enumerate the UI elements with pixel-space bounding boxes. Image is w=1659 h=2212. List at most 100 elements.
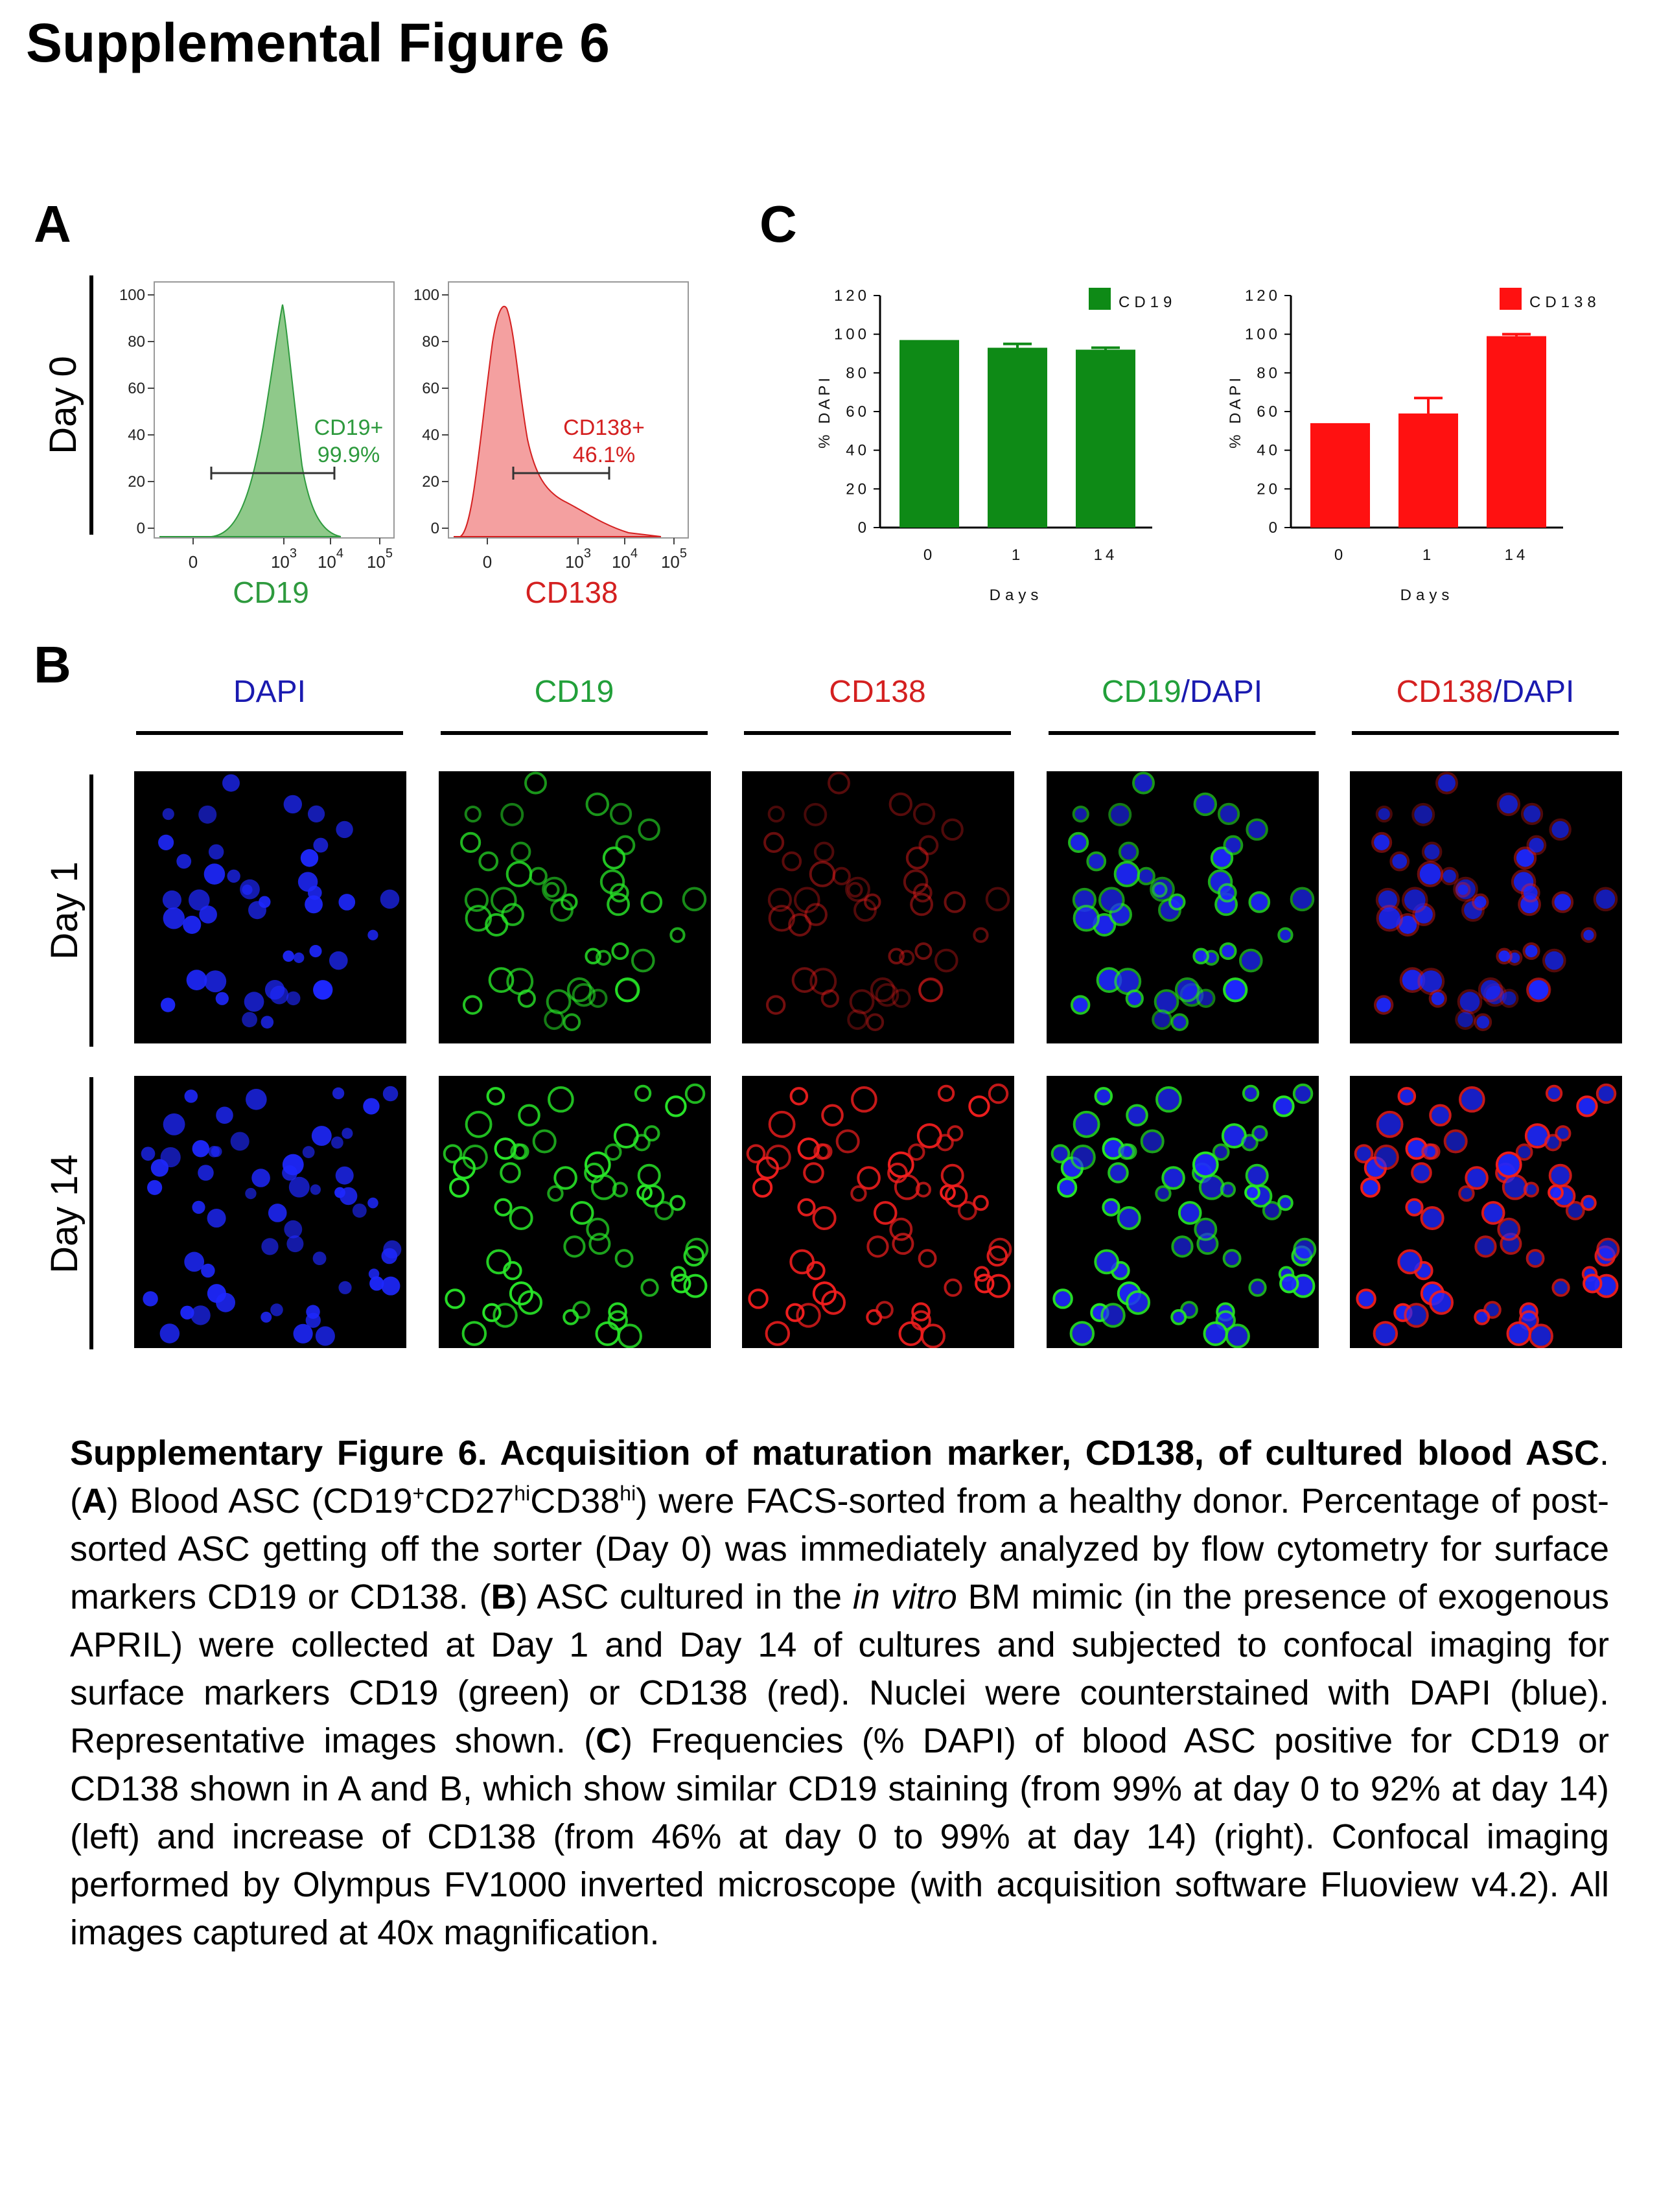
- cell-membrane-cd138: [1375, 805, 1393, 823]
- cell-nucleus: [1461, 1088, 1483, 1110]
- cell-membrane-cd138: [845, 876, 870, 902]
- cell-membrane-cd138: [903, 869, 929, 894]
- cell-nucleus: [207, 1208, 226, 1228]
- cell-membrane-cd19: [462, 995, 483, 1015]
- cell-membrane-cd138: [1401, 887, 1428, 914]
- cell-nucleus: [1075, 907, 1098, 929]
- cell-membrane-cd138: [1376, 1110, 1404, 1138]
- bar-0: [1310, 423, 1370, 528]
- cell-membrane-cd138: [1565, 1200, 1585, 1220]
- caption-segment: . (: [70, 1434, 1609, 1520]
- cell-membrane-cd138: [892, 1233, 914, 1255]
- cell-membrane-cd19: [590, 1174, 617, 1200]
- cell-nucleus: [1254, 1128, 1266, 1139]
- caption-segment: CD38: [530, 1482, 620, 1520]
- cell-membrane-cd138: [1411, 1162, 1432, 1183]
- cell-membrane-cd138: [1411, 802, 1435, 826]
- cell-nucleus: [1531, 1326, 1551, 1346]
- cell-membrane-cd19: [561, 893, 578, 911]
- cell-membrane-cd138: [850, 1185, 867, 1202]
- cell-nucleus: [1096, 1089, 1111, 1103]
- caption-segment: hi: [620, 1482, 636, 1505]
- cell-membrane-cd19: [612, 1182, 628, 1198]
- cell-nucleus: [1212, 849, 1231, 867]
- cell-nucleus: [312, 1252, 327, 1266]
- cell-membrane-cd19: [494, 1198, 513, 1217]
- cell-nucleus: [382, 1086, 399, 1102]
- cell-nucleus: [147, 1180, 163, 1195]
- cell-nucleus: [201, 1263, 215, 1278]
- cell-nucleus: [1476, 1016, 1490, 1029]
- cell-membrane-cd138: [944, 1278, 962, 1297]
- cell-nucleus: [242, 884, 253, 895]
- cell-nucleus: [342, 1128, 353, 1139]
- cell-nucleus: [261, 1238, 279, 1255]
- cell-nucleus: [1378, 808, 1390, 821]
- x-tick-label: 0: [923, 546, 935, 564]
- cell-membrane-cd138: [1373, 1321, 1398, 1346]
- cell-nucleus: [261, 1016, 274, 1029]
- cell-membrane-cd19: [586, 1217, 610, 1241]
- cell-nucleus: [198, 805, 217, 824]
- micrograph-day1-cd19-dapi: [1047, 771, 1319, 1043]
- cell-membrane-cd138: [1474, 1235, 1497, 1258]
- cell-membrane-cd138: [793, 887, 820, 914]
- cell-nucleus: [1173, 1311, 1185, 1323]
- cell-nucleus: [1363, 1180, 1378, 1195]
- y-tick-label: 80: [128, 333, 145, 351]
- cell-membrane-cd19: [443, 1144, 463, 1163]
- cell-membrane-cd138: [986, 1274, 1011, 1298]
- histogram-cd138: 100 80 60 40 20 0 0 103 104 105 CD138+ 46.1% CD138: [413, 281, 689, 609]
- channel-header-cd19-dapi: CD19/DAPI: [1049, 674, 1316, 710]
- panel-label-a: A: [34, 195, 71, 253]
- cell-nucleus: [1117, 970, 1139, 993]
- cell-nucleus: [216, 1292, 236, 1312]
- cell-membrane-cd19: [544, 1009, 564, 1030]
- cell-membrane-cd138: [918, 978, 943, 1003]
- cell-nucleus: [259, 896, 271, 908]
- cell-membrane-cd19: [445, 1288, 465, 1309]
- y-tick-label: 80: [846, 364, 870, 382]
- cell-membrane-cd19: [486, 1249, 512, 1275]
- cell-nucleus: [329, 951, 348, 970]
- cell-nucleus: [1177, 979, 1198, 1000]
- cell-membrane-cd138: [809, 968, 837, 995]
- cell-nucleus: [1414, 805, 1433, 824]
- cell-nucleus: [1292, 889, 1312, 909]
- cell-nucleus: [369, 1276, 384, 1291]
- cell-membrane-cd19: [563, 1235, 586, 1258]
- y-tick-label: 80: [422, 333, 439, 351]
- cell-membrane-cd138: [936, 1134, 954, 1152]
- cell-nucleus: [208, 1146, 220, 1158]
- cell-membrane-cd19: [547, 1185, 564, 1202]
- cell-membrane-cd138: [912, 883, 933, 903]
- cell-membrane-cd138: [1440, 867, 1459, 886]
- cell-membrane-cd138: [1551, 1278, 1570, 1297]
- cell-nucleus: [1072, 1323, 1093, 1344]
- cell-membrane-cd138: [789, 1087, 809, 1106]
- cell-membrane-cd19: [478, 851, 499, 872]
- cell-nucleus: [305, 895, 323, 914]
- cell-nucleus: [1419, 863, 1441, 885]
- cell-membrane-cd138: [1354, 1144, 1374, 1163]
- cell-nucleus: [1247, 1187, 1258, 1198]
- cell-membrane-cd19: [501, 903, 524, 926]
- micrograph-day1-cd19: [439, 771, 711, 1043]
- cell-membrane-cd138: [828, 771, 850, 795]
- cell-membrane-cd19: [500, 1162, 521, 1183]
- cell-membrane-cd138: [1515, 1143, 1533, 1161]
- cell-membrane-cd138: [1581, 1194, 1597, 1211]
- cell-membrane-cd138: [1551, 891, 1574, 913]
- cell-nucleus: [1432, 1292, 1452, 1312]
- cell-nucleus: [1089, 854, 1104, 869]
- bar-14: [1487, 336, 1546, 528]
- cell-nucleus: [1431, 992, 1444, 1005]
- cell-membrane-cd19: [1277, 927, 1294, 943]
- cell-membrane-cd138: [891, 988, 911, 1008]
- cell-nucleus: [1116, 863, 1138, 885]
- cell-nucleus: [1180, 1204, 1200, 1222]
- cell-membrane-cd19: [1152, 1009, 1172, 1030]
- day1-label: Day 1: [43, 861, 86, 960]
- cell-membrane-cd138: [910, 892, 933, 916]
- cell-membrane-cd138: [1526, 977, 1551, 1003]
